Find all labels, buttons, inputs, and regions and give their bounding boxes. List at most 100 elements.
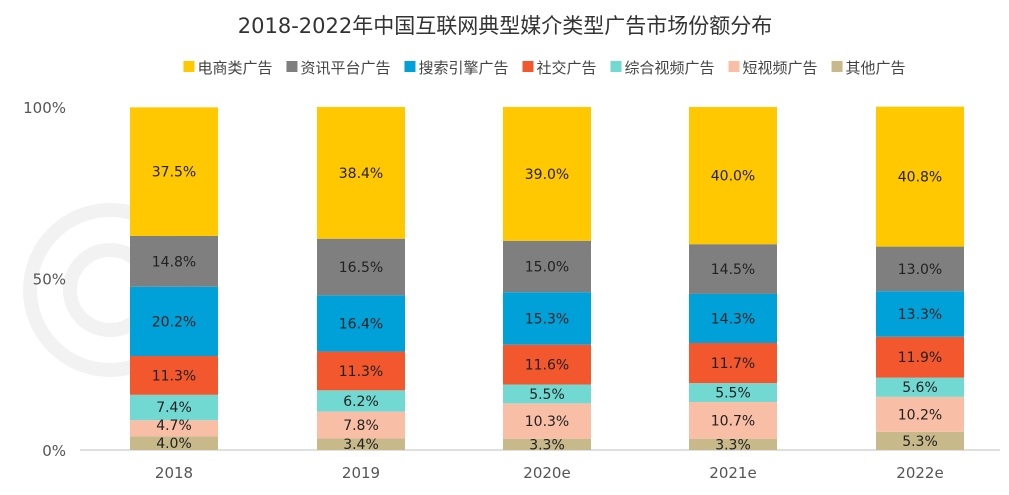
bars: 4.0% 4.7% 7.4% 11.3% 20.2% 14.8% 37.5% 3.4% 7.8%… <box>130 106 964 453</box>
bar-segment <box>876 246 964 292</box>
data-label: 20.2% <box>152 314 196 330</box>
bar-segment <box>876 291 964 337</box>
data-label: 6.2% <box>343 394 379 410</box>
y-tick-label: 50% <box>33 271 66 289</box>
data-label: 3.3% <box>529 437 565 453</box>
data-label: 11.9% <box>898 350 942 366</box>
data-label: 5.5% <box>715 386 751 402</box>
x-tick-label: 2019 <box>342 464 380 482</box>
data-label: 14.3% <box>711 311 755 327</box>
bar-segment <box>876 431 964 450</box>
y-tick-label: 100% <box>23 99 66 117</box>
data-label: 4.7% <box>156 418 192 434</box>
legend-label: 社交广告 <box>536 59 596 77</box>
data-label: 10.7% <box>711 413 755 429</box>
data-label: 11.6% <box>525 358 569 374</box>
bar-segment <box>130 420 218 437</box>
bar-segment <box>130 356 218 395</box>
data-label: 16.5% <box>339 260 383 276</box>
bar-segment <box>689 244 777 294</box>
bar-segment <box>317 411 405 439</box>
x-tick-label: 2018 <box>155 464 193 482</box>
data-label: 5.3% <box>902 434 938 450</box>
bar-segment <box>317 351 405 391</box>
data-label: 13.3% <box>898 307 942 323</box>
legend-swatch <box>522 61 534 72</box>
bar-stack-2022e: 5.3% 10.2% 5.6% 11.9% 13.3% 13.0% 40.8% <box>876 106 964 450</box>
bar-segment <box>689 342 777 384</box>
data-label: 7.4% <box>156 400 192 416</box>
bar-segment <box>130 394 218 421</box>
legend-swatch <box>183 61 195 72</box>
data-label: 11.3% <box>152 368 196 384</box>
data-label: 4.0% <box>156 436 192 452</box>
bar-segment <box>876 106 964 247</box>
legend-label: 短视频广告 <box>743 59 818 77</box>
legend-swatch <box>610 61 622 72</box>
data-label: 16.4% <box>339 316 383 332</box>
data-label: 40.0% <box>711 169 755 185</box>
legend-swatch <box>728 61 740 72</box>
bar-segment <box>503 438 591 450</box>
bar-stack-2019: 3.4% 7.8% 6.2% 11.3% 16.4% 16.5% 38.4% <box>317 107 405 453</box>
bar-segment <box>317 390 405 412</box>
bar-segment <box>503 292 591 345</box>
bar-segment <box>503 403 591 439</box>
chart-title: 2018-2022年中国互联网典型媒介类型广告市场份额分布 <box>238 14 772 38</box>
data-label: 3.3% <box>715 437 751 453</box>
bar-segment <box>130 286 218 357</box>
bar-segment <box>130 235 218 287</box>
data-label: 10.2% <box>898 407 942 423</box>
legend-label: 其他广告 <box>846 59 906 77</box>
bar-segment <box>503 384 591 404</box>
bar-segment <box>130 436 218 450</box>
data-label: 3.4% <box>343 437 379 453</box>
data-label: 14.8% <box>152 254 196 270</box>
x-tick-label: 2022e <box>896 464 943 482</box>
bar-segment <box>689 107 777 245</box>
bar-segment <box>503 240 591 293</box>
data-label: 37.5% <box>152 165 196 181</box>
bar-segment <box>130 107 218 236</box>
bar-segment <box>503 107 591 241</box>
bar-segment <box>689 438 777 450</box>
data-label: 5.5% <box>529 387 565 403</box>
data-label: 15.0% <box>525 259 569 275</box>
bar-segment <box>317 107 405 239</box>
x-tick-label: 2021e <box>709 464 756 482</box>
bar-segment <box>689 293 777 343</box>
legend: 电商类广告 资讯平台广告 搜索引擎广告 社交广告 综合视频广告 短视频广告 其他广告 <box>183 59 906 77</box>
data-label: 15.3% <box>525 311 569 327</box>
legend-label: 电商类广告 <box>197 59 272 77</box>
data-label: 7.8% <box>343 418 379 434</box>
axes: 0% 50% 100% 2018 2019 2020e 2021e 2022e <box>23 99 1000 482</box>
bar-segment <box>876 377 964 397</box>
data-label: 14.5% <box>711 262 755 278</box>
data-label: 38.4% <box>339 166 383 182</box>
bar-segment <box>317 438 405 450</box>
bar-stack-2021e: 3.3% 10.7% 5.5% 11.7% 14.3% 14.5% 40.0% <box>689 107 777 453</box>
bar-segment <box>876 396 964 432</box>
bar-stack-2020e: 3.3% 10.3% 5.5% 11.6% 15.3% 15.0% 39.0% <box>503 107 591 453</box>
data-label: 39.0% <box>525 167 569 183</box>
x-tick-label: 2020e <box>523 464 570 482</box>
bar-stack-2018: 4.0% 4.7% 7.4% 11.3% 20.2% 14.8% 37.5% <box>130 107 218 452</box>
bar-segment <box>317 295 405 352</box>
legend-swatch <box>831 61 843 72</box>
data-label: 40.8% <box>898 170 942 186</box>
legend-swatch <box>404 61 416 72</box>
y-tick-label: 0% <box>42 442 66 460</box>
data-label: 5.6% <box>902 380 938 396</box>
bar-segment <box>317 238 405 296</box>
bar-segment <box>689 401 777 439</box>
bar-segment <box>689 383 777 402</box>
legend-label: 综合视频广告 <box>625 59 715 77</box>
bar-segment <box>876 336 964 378</box>
legend-swatch <box>286 61 298 72</box>
data-label: 10.3% <box>525 414 569 430</box>
data-label: 11.7% <box>711 356 755 372</box>
data-label: 13.0% <box>898 262 942 278</box>
legend-label: 资讯平台广告 <box>300 59 390 77</box>
legend-label: 搜索引擎广告 <box>418 59 508 77</box>
